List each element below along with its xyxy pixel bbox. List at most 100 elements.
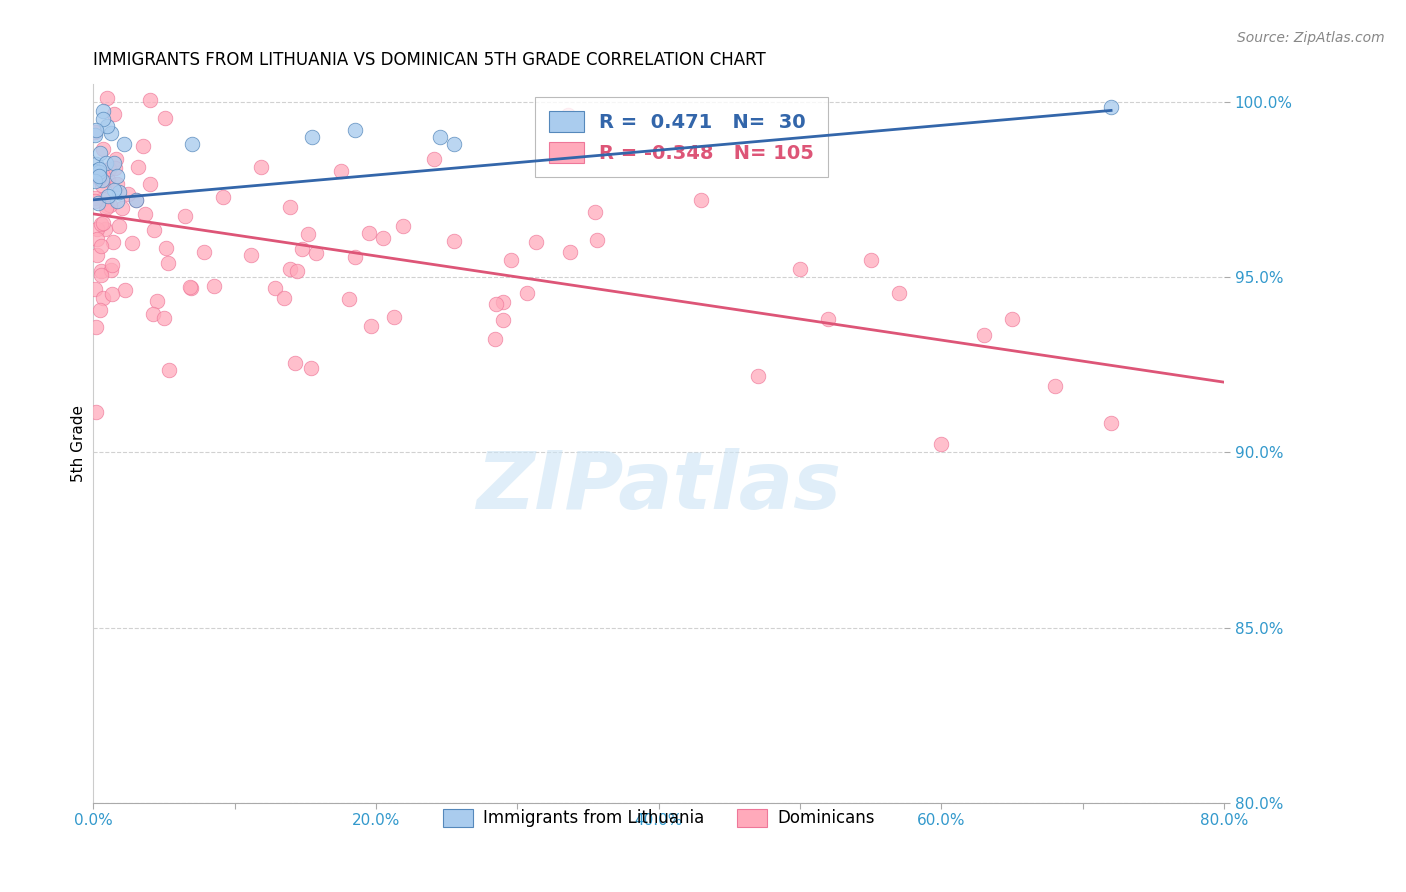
Point	[91, 103, 114, 118]
Point	[89, 302, 111, 317]
Point	[104, 152, 127, 166]
Point	[789, 262, 811, 277]
Point	[181, 136, 204, 151]
Point	[90, 239, 112, 253]
Point	[499, 252, 522, 267]
Point	[423, 152, 446, 166]
Point	[304, 246, 326, 260]
Point	[121, 236, 143, 251]
Point	[90, 173, 112, 187]
Point	[103, 107, 125, 121]
Point	[280, 201, 302, 215]
Point	[132, 139, 155, 153]
Legend: Immigrants from Lithuania, Dominicans: Immigrants from Lithuania, Dominicans	[436, 802, 882, 834]
Point	[557, 108, 579, 122]
Point	[111, 201, 134, 215]
Point	[138, 177, 160, 191]
Point	[90, 268, 112, 282]
Point	[83, 164, 105, 178]
Point	[91, 192, 114, 206]
Point	[83, 194, 105, 208]
Point	[83, 125, 105, 139]
Point	[285, 264, 308, 278]
Point	[105, 169, 128, 184]
Point	[382, 310, 405, 324]
Point	[112, 136, 135, 151]
Y-axis label: 5th Grade: 5th Grade	[72, 405, 86, 482]
Point	[96, 91, 118, 105]
Point	[97, 172, 120, 186]
Point	[278, 261, 301, 276]
Point	[87, 161, 110, 176]
Point	[250, 161, 273, 175]
Point	[93, 112, 115, 126]
Point	[103, 183, 125, 197]
Point	[1001, 311, 1024, 326]
Point	[153, 112, 176, 126]
Point	[284, 356, 307, 370]
Point	[516, 286, 538, 301]
Point	[104, 161, 127, 175]
Point	[90, 178, 112, 192]
Point	[97, 161, 120, 176]
Point	[105, 194, 128, 208]
Text: Source: ZipAtlas.com: Source: ZipAtlas.com	[1237, 31, 1385, 45]
Point	[86, 232, 108, 246]
Point	[87, 196, 110, 211]
Point	[142, 307, 165, 321]
Point	[114, 283, 136, 297]
Point	[359, 226, 381, 240]
Point	[1043, 378, 1066, 392]
Point	[101, 287, 124, 301]
Point	[134, 207, 156, 221]
Point	[84, 319, 107, 334]
Point	[100, 258, 122, 272]
Point	[89, 146, 111, 161]
Point	[329, 164, 352, 178]
Point	[86, 123, 108, 137]
Point	[83, 191, 105, 205]
Point	[108, 185, 131, 199]
Point	[297, 227, 319, 241]
Point	[586, 233, 609, 247]
Point	[202, 279, 225, 293]
Point	[179, 280, 201, 294]
Point	[83, 128, 105, 143]
Point	[96, 156, 118, 170]
Point	[817, 312, 839, 326]
Point	[583, 204, 606, 219]
Point	[87, 169, 110, 184]
Point	[263, 281, 285, 295]
Point	[524, 235, 547, 250]
Point	[157, 363, 180, 377]
Point	[83, 174, 105, 188]
Point	[273, 291, 295, 305]
Point	[155, 241, 177, 255]
Point	[343, 122, 366, 136]
Point	[139, 93, 162, 107]
Point	[100, 126, 122, 140]
Point	[91, 216, 114, 230]
Point	[1099, 417, 1122, 431]
Text: ZIPatlas: ZIPatlas	[477, 448, 841, 525]
Point	[125, 194, 148, 208]
Point	[93, 142, 115, 156]
Point	[443, 234, 465, 248]
Point	[301, 129, 323, 144]
Point	[429, 129, 451, 144]
Point	[560, 245, 582, 260]
Point	[443, 136, 465, 151]
Point	[371, 231, 394, 245]
Point	[103, 156, 125, 170]
Point	[344, 250, 367, 264]
Point	[492, 294, 515, 309]
Point	[83, 283, 105, 297]
Point	[180, 281, 202, 295]
Point	[291, 242, 314, 256]
Point	[193, 244, 215, 259]
Point	[492, 313, 515, 327]
Point	[690, 193, 713, 207]
Point	[173, 210, 195, 224]
Point	[117, 186, 139, 201]
Point	[91, 291, 114, 305]
